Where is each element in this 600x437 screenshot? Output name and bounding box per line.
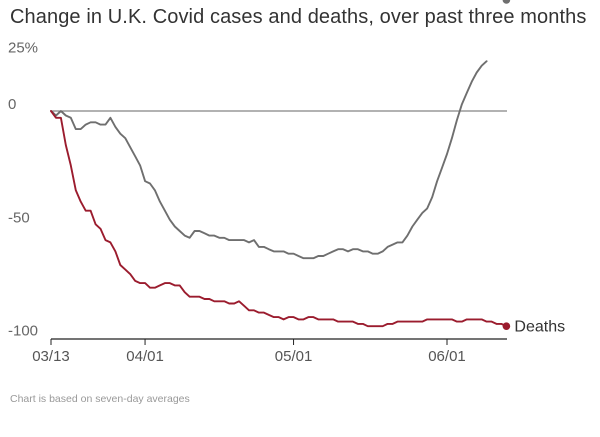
y-tick-label: 25% [8,39,38,56]
chart-title: Change in U.K. Covid cases and deaths, o… [10,6,587,28]
x-tick-label: 06/01 [428,348,466,365]
series-labels: Cases Deaths [514,0,565,336]
series-end-dot-deaths [502,322,511,330]
y-tick-label: -100 [8,323,38,340]
y-tick-label: -50 [8,209,30,226]
x-tick-label: 03/13 [32,348,70,365]
series-end-dot-cases [502,0,511,4]
y-tick-label: 0 [8,96,16,113]
series-label-deaths: Deaths [514,319,565,336]
x-axis: 03/13 04/01 05/01 06/01 [32,338,507,365]
x-tick-label: 04/01 [126,348,164,365]
series-line-deaths [50,110,508,328]
series-lines [50,0,511,330]
y-axis-ticks: 25% 0 -50 -100 [8,39,38,339]
series-line-cases [50,60,488,260]
x-tick-label: 05/01 [275,348,313,365]
chart-footnote: Chart is based on seven-day averages [10,393,190,405]
series-label-cases: Cases [514,0,559,4]
